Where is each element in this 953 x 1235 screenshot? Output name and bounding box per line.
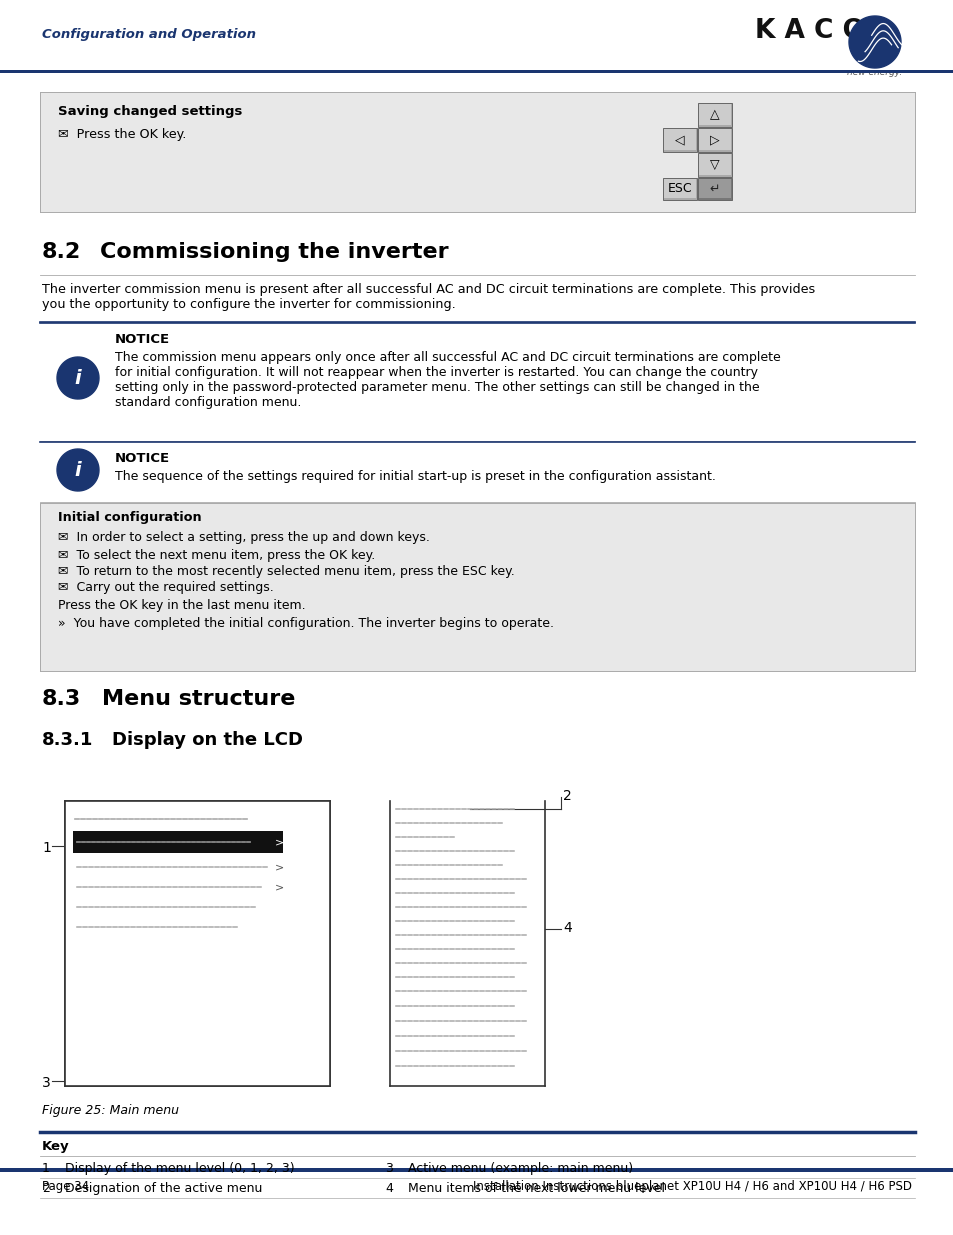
Text: NOTICE: NOTICE	[115, 452, 170, 466]
Text: ✉  To return to the most recently selected menu item, press the ESC key.: ✉ To return to the most recently selecte…	[58, 564, 515, 578]
Text: Installation Instructions blueplanet XP10U H4 / H6 and XP10U H4 / H6 PSD: Installation Instructions blueplanet XP1…	[473, 1179, 911, 1193]
Text: 8.3.1: 8.3.1	[42, 731, 93, 748]
Text: 3: 3	[42, 1076, 51, 1091]
Text: new energy.: new energy.	[846, 68, 902, 77]
Text: 4: 4	[385, 1182, 393, 1195]
Text: Menu items of the next lower menu level: Menu items of the next lower menu level	[408, 1182, 664, 1195]
Text: Display on the LCD: Display on the LCD	[112, 731, 303, 748]
Polygon shape	[57, 357, 99, 399]
Text: Saving changed settings: Saving changed settings	[58, 105, 242, 119]
Text: ✉  To select the next menu item, press the OK key.: ✉ To select the next menu item, press th…	[58, 550, 375, 562]
Bar	[699, 128, 730, 149]
Text: ✉  Press the OK key.: ✉ Press the OK key.	[58, 128, 186, 141]
Bar	[699, 179, 730, 198]
Text: ↵: ↵	[709, 183, 720, 195]
Bar	[698, 178, 731, 200]
Bar	[698, 103, 731, 127]
Text: Active menu (example: main menu): Active menu (example: main menu)	[408, 1162, 633, 1174]
Bar	[40, 91, 914, 212]
Text: Key: Key	[42, 1140, 70, 1153]
Text: Press the OK key in the last menu item.: Press the OK key in the last menu item.	[58, 599, 305, 613]
Bar	[662, 128, 697, 152]
Text: 8.2: 8.2	[42, 242, 81, 262]
Text: Page 34: Page 34	[42, 1179, 89, 1193]
Text: ▷: ▷	[709, 133, 720, 147]
Text: 4: 4	[562, 921, 571, 935]
Polygon shape	[57, 450, 99, 492]
Text: ✉  In order to select a setting, press the up and down keys.: ✉ In order to select a setting, press th…	[58, 531, 430, 543]
Text: Initial configuration: Initial configuration	[58, 511, 201, 524]
Text: i: i	[74, 461, 81, 479]
Text: i: i	[74, 368, 81, 388]
Text: Menu structure: Menu structure	[102, 689, 295, 709]
Text: The sequence of the settings required for initial start-up is preset in the conf: The sequence of the settings required fo…	[115, 471, 715, 483]
Text: 8.3: 8.3	[42, 689, 81, 709]
Text: ◁: ◁	[675, 133, 684, 147]
Bar	[663, 179, 696, 198]
Bar	[698, 153, 731, 177]
Text: 2: 2	[42, 1182, 50, 1195]
Bar	[663, 128, 696, 149]
Bar	[73, 831, 283, 853]
Text: Figure 25: Main menu: Figure 25: Main menu	[42, 1104, 179, 1116]
Text: ✉  Carry out the required settings.: ✉ Carry out the required settings.	[58, 580, 274, 594]
Bar	[699, 104, 730, 125]
Text: ESC: ESC	[667, 183, 692, 195]
Bar	[699, 154, 730, 175]
Text: Commissioning the inverter: Commissioning the inverter	[100, 242, 448, 262]
Polygon shape	[848, 16, 900, 68]
Bar	[0, 70, 953, 73]
Text: NOTICE: NOTICE	[115, 333, 170, 346]
Text: Display of the menu level (0, 1, 2, 3): Display of the menu level (0, 1, 2, 3)	[65, 1162, 294, 1174]
Text: 2: 2	[562, 789, 571, 803]
Text: △: △	[709, 109, 720, 121]
Text: 1: 1	[42, 1162, 50, 1174]
Text: »  You have completed the initial configuration. The inverter begins to operate.: » You have completed the initial configu…	[58, 618, 554, 630]
Text: The inverter commission menu is present after all successful AC and DC circuit t: The inverter commission menu is present …	[42, 283, 815, 311]
Text: The commission menu appears only once after all successful AC and DC circuit ter: The commission menu appears only once af…	[115, 351, 780, 409]
Text: >: >	[275, 882, 284, 892]
Text: Designation of the active menu: Designation of the active menu	[65, 1182, 262, 1195]
Text: >: >	[275, 837, 284, 847]
Text: >: >	[275, 862, 284, 872]
Bar	[662, 178, 697, 200]
Text: 3: 3	[385, 1162, 393, 1174]
Bar	[0, 1168, 953, 1172]
Text: K A C O: K A C O	[754, 19, 864, 44]
Bar	[40, 503, 914, 671]
Bar	[65, 802, 330, 1086]
Text: 1: 1	[42, 841, 51, 855]
Bar	[698, 128, 731, 152]
Text: ▽: ▽	[709, 158, 720, 172]
Text: Configuration and Operation: Configuration and Operation	[42, 28, 255, 41]
